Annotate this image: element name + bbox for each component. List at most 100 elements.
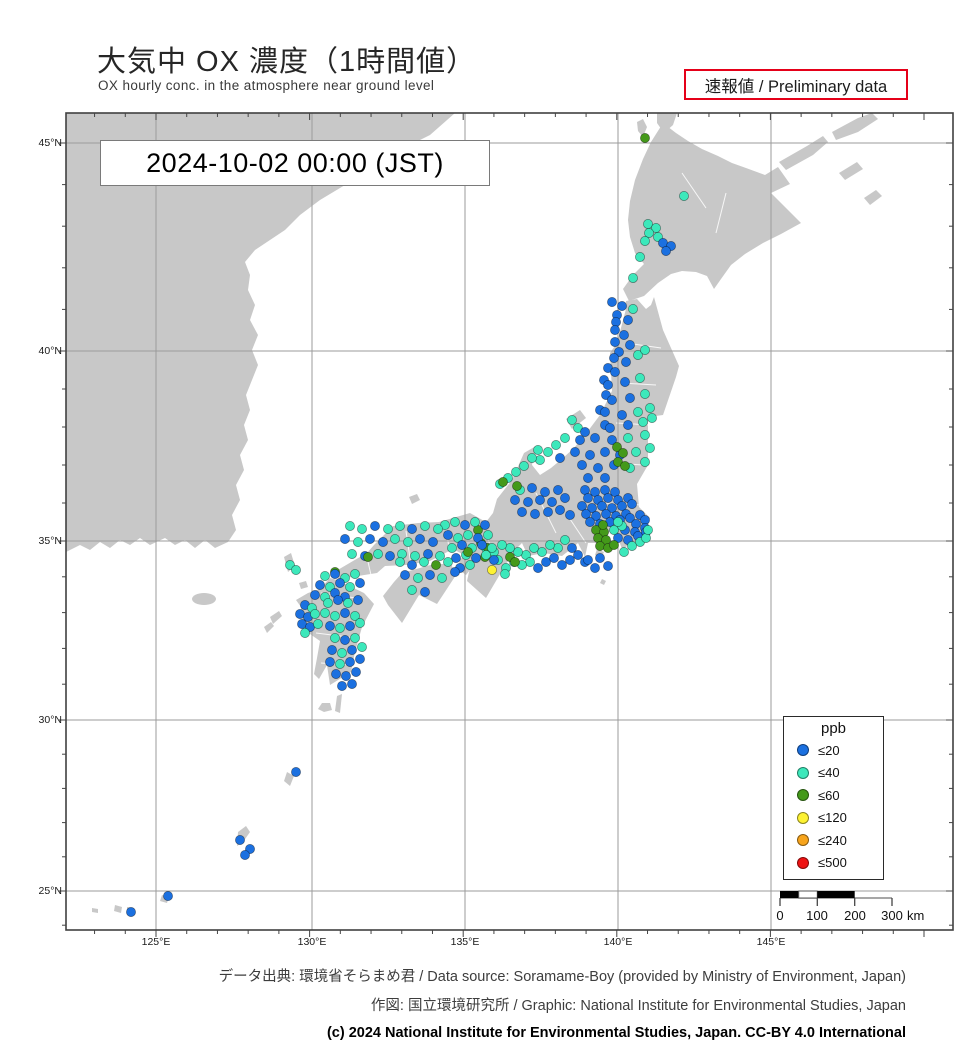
- station-dot: [625, 393, 635, 403]
- legend-title: ppb: [820, 720, 847, 737]
- station-dot: [627, 541, 637, 551]
- station-dot: [433, 524, 443, 534]
- station-dot: [620, 461, 630, 471]
- station-dot: [335, 659, 345, 669]
- station-dot: [403, 537, 413, 547]
- legend-color-dot: [797, 856, 809, 869]
- station-dot: [320, 571, 330, 581]
- station-dot: [350, 569, 360, 579]
- station-dot: [353, 537, 363, 547]
- land-shape: [779, 136, 828, 170]
- station-dot: [609, 353, 619, 363]
- station-dot: [577, 460, 587, 470]
- station-dot: [353, 595, 363, 605]
- station-dot: [640, 389, 650, 399]
- station-dot: [390, 534, 400, 544]
- station-dot: [323, 598, 333, 608]
- station-dot: [351, 667, 361, 677]
- prefecture-border-line: [405, 530, 412, 566]
- station-dot: [300, 628, 310, 638]
- station-dot: [378, 537, 388, 547]
- station-dot: [523, 497, 533, 507]
- station-dot: [640, 236, 650, 246]
- page-subtitle: OX hourly conc. in the atmosphere near g…: [98, 78, 435, 93]
- station-dot: [600, 407, 610, 417]
- station-dot: [543, 447, 553, 457]
- station-dot: [497, 540, 507, 550]
- station-dot: [447, 543, 457, 553]
- station-dot: [437, 573, 447, 583]
- station-dot: [612, 442, 622, 452]
- scale-unit: km: [907, 908, 924, 923]
- land-shape: [66, 113, 455, 552]
- scale-bar: 0 100 200 300 km: [776, 890, 924, 923]
- legend-item-label: ≤60: [818, 787, 840, 803]
- station-dot: [645, 403, 655, 413]
- land-shape: [318, 703, 332, 712]
- station-dot: [610, 337, 620, 347]
- station-dot: [607, 297, 617, 307]
- station-dot: [565, 510, 575, 520]
- station-dot: [500, 569, 510, 579]
- station-dot: [640, 457, 650, 467]
- station-dot: [347, 645, 357, 655]
- station-dot: [340, 534, 350, 544]
- station-dot: [540, 487, 550, 497]
- footer-copyright: (c) 2024 National Institute for Environm…: [326, 1025, 906, 1041]
- legend-item: ≤40: [784, 762, 883, 785]
- station-dot: [487, 565, 497, 575]
- station-dot: [613, 517, 623, 527]
- land-shape: [637, 119, 647, 137]
- station-dot: [580, 427, 590, 437]
- station-dot: [597, 501, 607, 511]
- station-dot: [555, 505, 565, 515]
- land-shape: [296, 578, 374, 685]
- station-dots-layer: [126, 133, 689, 917]
- station-dot: [625, 340, 635, 350]
- land-shape: [92, 908, 98, 913]
- station-dot: [543, 507, 553, 517]
- legend-box: ppb ≤20 ≤40 ≤60 ≤120 ≤240 ≤500: [783, 716, 884, 880]
- land-shape: [270, 611, 282, 624]
- station-dot: [619, 330, 629, 340]
- axis-ticks: [59, 113, 953, 937]
- station-dot: [443, 530, 453, 540]
- station-dot: [512, 481, 522, 491]
- station-dot: [435, 551, 445, 561]
- station-dot: [463, 547, 473, 557]
- station-dot: [610, 367, 620, 377]
- station-dot: [587, 503, 597, 513]
- station-dot: [527, 483, 537, 493]
- station-dot: [291, 767, 301, 777]
- station-dot: [541, 557, 551, 567]
- lat-label: 25°N: [38, 885, 62, 897]
- station-dot: [240, 850, 250, 860]
- legend-item: ≤20: [784, 739, 883, 762]
- legend-item-label: ≤240: [818, 832, 847, 848]
- station-dot: [617, 410, 627, 420]
- station-dot: [590, 563, 600, 573]
- station-dot: [395, 557, 405, 567]
- station-dot: [337, 648, 347, 658]
- station-dot: [325, 621, 335, 631]
- station-dot: [407, 585, 417, 595]
- station-dot: [350, 633, 360, 643]
- land-shape: [192, 593, 216, 605]
- station-dot: [510, 557, 520, 567]
- station-dot: [635, 373, 645, 383]
- station-dot: [425, 570, 435, 580]
- station-dot: [363, 552, 373, 562]
- station-dot: [355, 578, 365, 588]
- station-dot: [410, 551, 420, 561]
- station-dot: [560, 493, 570, 503]
- station-dot: [517, 507, 527, 517]
- station-dot: [431, 560, 441, 570]
- prefecture-border-line: [715, 192, 727, 234]
- legend-item-label: ≤500: [818, 855, 847, 871]
- station-dot: [347, 679, 357, 689]
- station-dot: [627, 499, 637, 509]
- station-dot: [590, 433, 600, 443]
- station-dot: [581, 509, 591, 519]
- station-dot: [628, 273, 638, 283]
